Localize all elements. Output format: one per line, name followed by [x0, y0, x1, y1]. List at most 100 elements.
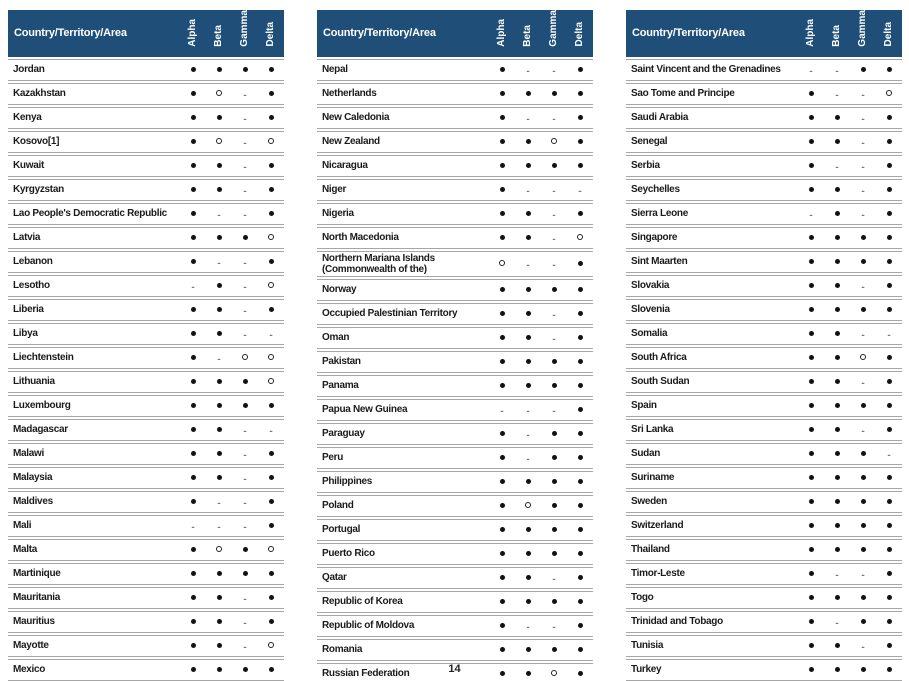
- filled-dot-icon: [834, 378, 840, 384]
- table-row: Togo: [626, 586, 902, 609]
- status-cell: -: [232, 202, 258, 225]
- status-cell: -: [206, 202, 232, 225]
- table-row: Republic of Moldova - -: [317, 614, 593, 637]
- status-cell: -: [232, 490, 258, 513]
- status-cell: -: [232, 250, 258, 273]
- status-cell: [567, 326, 593, 349]
- status-cell: [824, 586, 850, 609]
- status-cell: [206, 610, 232, 633]
- status-cell: [489, 226, 515, 249]
- country-name: Poland: [317, 494, 489, 517]
- status-cell: [489, 494, 515, 517]
- status-cell: [489, 82, 515, 105]
- filled-dot-icon: [886, 522, 892, 528]
- status-cell: [232, 658, 258, 681]
- header-col-gamma: Gamma: [232, 10, 258, 57]
- open-circle-icon: [268, 138, 274, 145]
- status-cell: [180, 658, 206, 681]
- filled-dot-icon: [551, 90, 557, 96]
- filled-dot-icon: [834, 186, 840, 192]
- status-cell: [489, 278, 515, 301]
- dash-icon: -: [861, 641, 865, 653]
- table-header: Country/Territory/Area Alpha Beta Gamma …: [626, 10, 902, 57]
- filled-dot-icon: [577, 574, 583, 580]
- table-row: Serbia - -: [626, 154, 902, 177]
- country-name: Netherlands: [317, 82, 489, 105]
- status-cell: [824, 250, 850, 273]
- open-circle-icon: [577, 234, 583, 241]
- status-cell: [824, 202, 850, 225]
- filled-dot-icon: [577, 334, 583, 340]
- table-row: Portugal: [317, 518, 593, 541]
- filled-dot-icon: [577, 286, 583, 292]
- status-cell: [850, 514, 876, 537]
- table-header: Country/Territory/Area Alpha Beta Gamma …: [317, 10, 593, 57]
- status-cell: [824, 490, 850, 513]
- filled-dot-icon: [886, 642, 892, 648]
- table-row: Maldives - -: [8, 490, 284, 513]
- dash-icon: -: [500, 405, 504, 417]
- dash-icon: -: [217, 521, 221, 533]
- filled-dot-icon: [808, 330, 814, 336]
- filled-dot-icon: [268, 450, 274, 456]
- status-cell: -: [258, 418, 284, 441]
- status-cell: -: [206, 346, 232, 369]
- filled-dot-icon: [190, 234, 196, 240]
- dash-icon: -: [835, 569, 839, 581]
- country-name: South Africa: [626, 346, 798, 369]
- country-name: Sudan: [626, 442, 798, 465]
- status-cell: [567, 82, 593, 105]
- status-cell: [258, 154, 284, 177]
- filled-dot-icon: [499, 138, 505, 144]
- dash-icon: -: [552, 113, 556, 125]
- status-cell: [180, 610, 206, 633]
- filled-dot-icon: [551, 358, 557, 364]
- table-row: Nepal - -: [317, 58, 593, 81]
- table-row: Sweden: [626, 490, 902, 513]
- filled-dot-icon: [577, 430, 583, 436]
- header-col-beta: Beta: [206, 10, 232, 57]
- country-name: Kosovo[1]: [8, 130, 180, 153]
- filled-dot-icon: [577, 454, 583, 460]
- country-name: Liberia: [8, 298, 180, 321]
- table-row: Kosovo[1] -: [8, 130, 284, 153]
- filled-dot-icon: [190, 66, 196, 72]
- filled-dot-icon: [808, 594, 814, 600]
- status-cell: -: [850, 370, 876, 393]
- filled-dot-icon: [190, 210, 196, 216]
- dash-icon: -: [243, 329, 247, 341]
- status-cell: [798, 562, 824, 585]
- status-cell: [180, 370, 206, 393]
- filled-dot-icon: [499, 234, 505, 240]
- filled-dot-icon: [834, 594, 840, 600]
- filled-dot-icon: [886, 114, 892, 120]
- filled-dot-icon: [577, 138, 583, 144]
- filled-dot-icon: [216, 426, 222, 432]
- filled-dot-icon: [577, 406, 583, 412]
- country-name: Portugal: [317, 518, 489, 541]
- status-cell: [798, 370, 824, 393]
- header-country-label: Country/Territory/Area: [626, 10, 798, 57]
- status-cell: -: [232, 130, 258, 153]
- status-cell: [798, 586, 824, 609]
- dash-icon: -: [243, 305, 247, 317]
- status-cell: [824, 106, 850, 129]
- status-cell: [850, 298, 876, 321]
- status-cell: [489, 374, 515, 397]
- country-name: Liechtenstein: [8, 346, 180, 369]
- dash-icon: -: [835, 89, 839, 101]
- filled-dot-icon: [216, 378, 222, 384]
- filled-dot-icon: [242, 570, 248, 576]
- filled-dot-icon: [190, 90, 196, 96]
- status-cell: [180, 130, 206, 153]
- country-name: Thailand: [626, 538, 798, 561]
- header-col-delta: Delta: [876, 10, 902, 57]
- status-cell: [489, 590, 515, 613]
- table-row: Luxembourg: [8, 394, 284, 417]
- status-cell: [541, 422, 567, 445]
- dash-icon: -: [526, 259, 530, 271]
- table-row: Sudan -: [626, 442, 902, 465]
- status-cell: [515, 518, 541, 541]
- status-cell: [850, 658, 876, 681]
